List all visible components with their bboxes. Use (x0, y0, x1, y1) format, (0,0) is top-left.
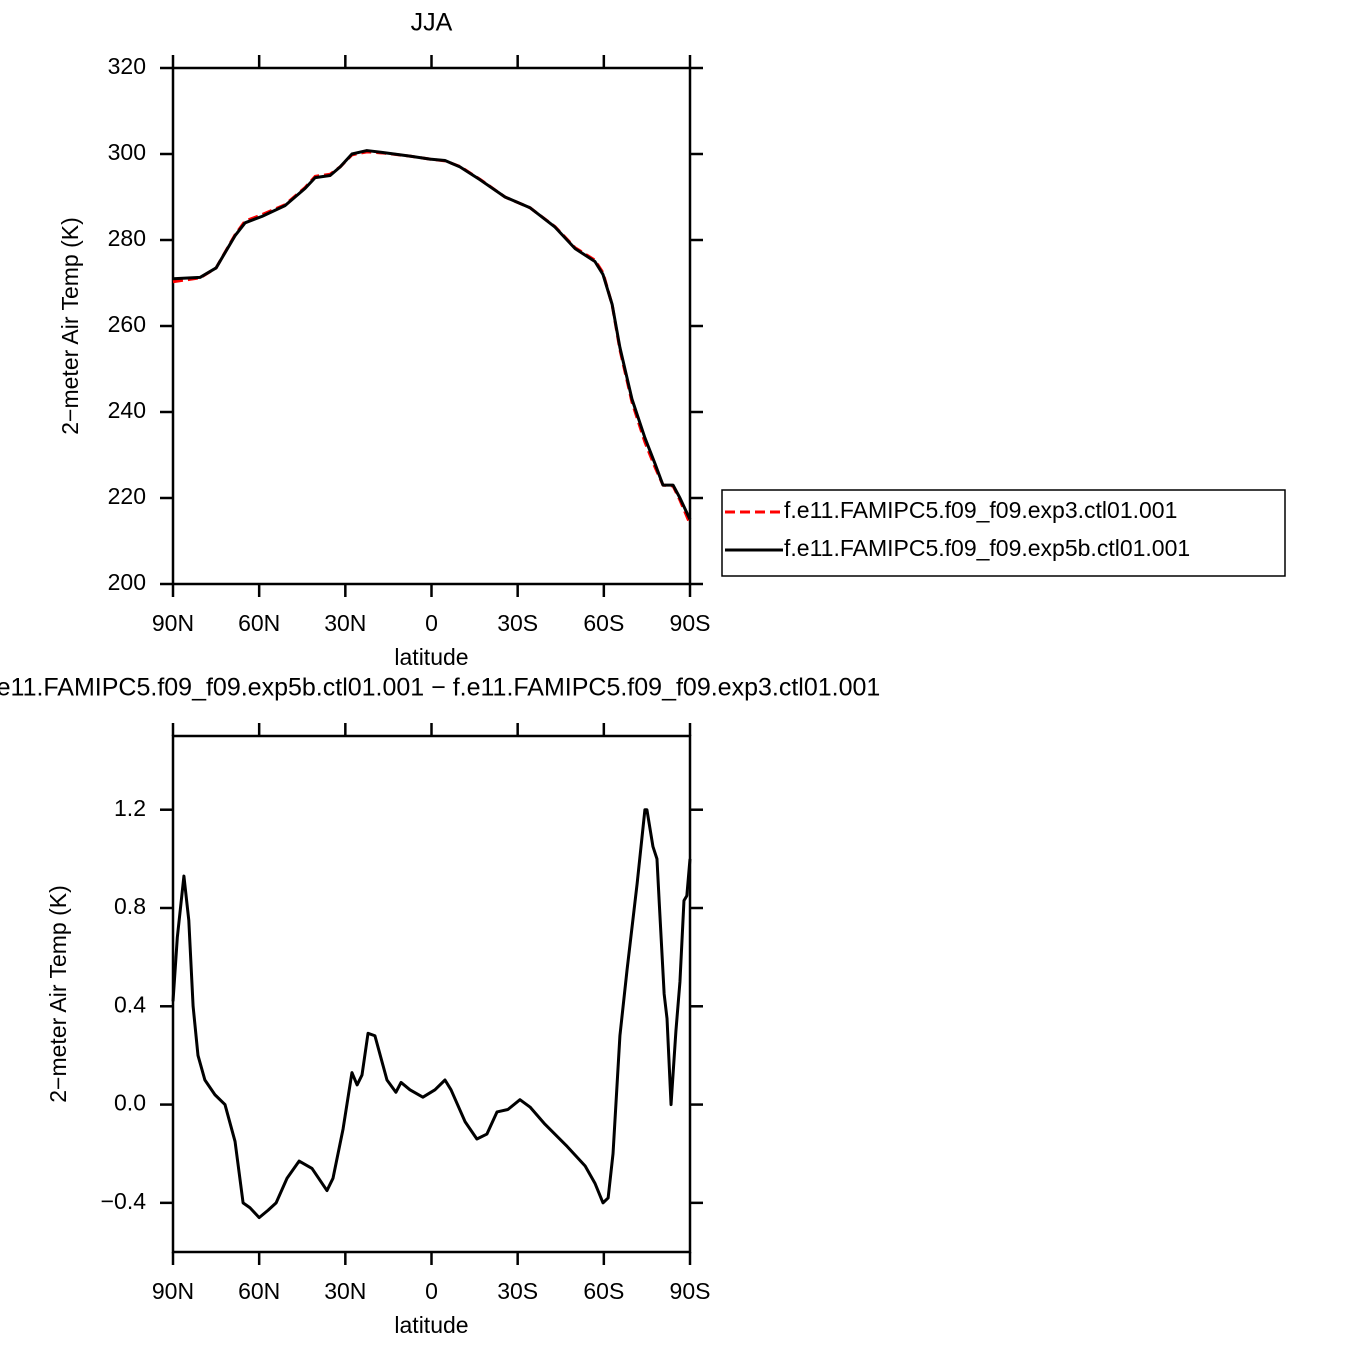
x-tick-label: 90S (670, 1278, 711, 1304)
data-line (172, 150, 692, 525)
x-tick-label: 90N (152, 1278, 194, 1304)
legend-label: f.e11.FAMIPC5.f09_f09.exp5b.ctl01.001 (784, 535, 1190, 561)
x-tick-label: 0 (425, 610, 438, 636)
data-line (171, 808, 692, 1220)
y-tick-label: 320 (108, 53, 146, 79)
y-tick-label: 300 (108, 139, 146, 165)
y-axis-label: 2−meter Air Temp (K) (57, 217, 83, 435)
y-tick-label: 1.2 (114, 795, 146, 821)
plot-frame (171, 734, 692, 1254)
chart-title: JJA (411, 9, 453, 37)
chart-title: f.e11.FAMIPC5.f09_f09.exp5b.ctl01.001 − … (0, 674, 880, 702)
x-tick-label: 30S (497, 610, 538, 636)
y-tick-label: 280 (108, 225, 146, 251)
y-tick-label: 220 (108, 483, 146, 509)
y-tick-label: 0.0 (114, 1090, 146, 1116)
y-tick-label: 260 (108, 311, 146, 337)
x-tick-label: 60S (583, 1278, 624, 1304)
x-axis-label: latitude (394, 644, 468, 670)
x-tick-label: 30S (497, 1278, 538, 1304)
x-tick-label: 60N (238, 1278, 280, 1304)
y-tick-label: 240 (108, 397, 146, 423)
x-tick-label: 30N (324, 1278, 366, 1304)
legend-label: f.e11.FAMIPC5.f09_f09.exp3.ctl01.001 (784, 497, 1177, 523)
x-tick-label: 30N (324, 610, 366, 636)
x-tick-label: 60N (238, 610, 280, 636)
y-tick-label: −0.4 (101, 1188, 147, 1214)
data-line (172, 149, 692, 521)
x-axis-label: latitude (394, 1312, 468, 1338)
x-tick-label: 90S (670, 610, 711, 636)
y-tick-label: 200 (108, 569, 146, 595)
legend-box (721, 489, 1286, 577)
x-tick-label: 90N (152, 610, 194, 636)
y-tick-label: 0.4 (114, 991, 146, 1017)
y-tick-label: 0.8 (114, 893, 146, 919)
x-tick-label: 60S (583, 610, 624, 636)
y-axis-label: 2−meter Air Temp (K) (45, 885, 71, 1103)
plot-frame (171, 66, 692, 586)
x-tick-label: 0 (425, 1278, 438, 1304)
